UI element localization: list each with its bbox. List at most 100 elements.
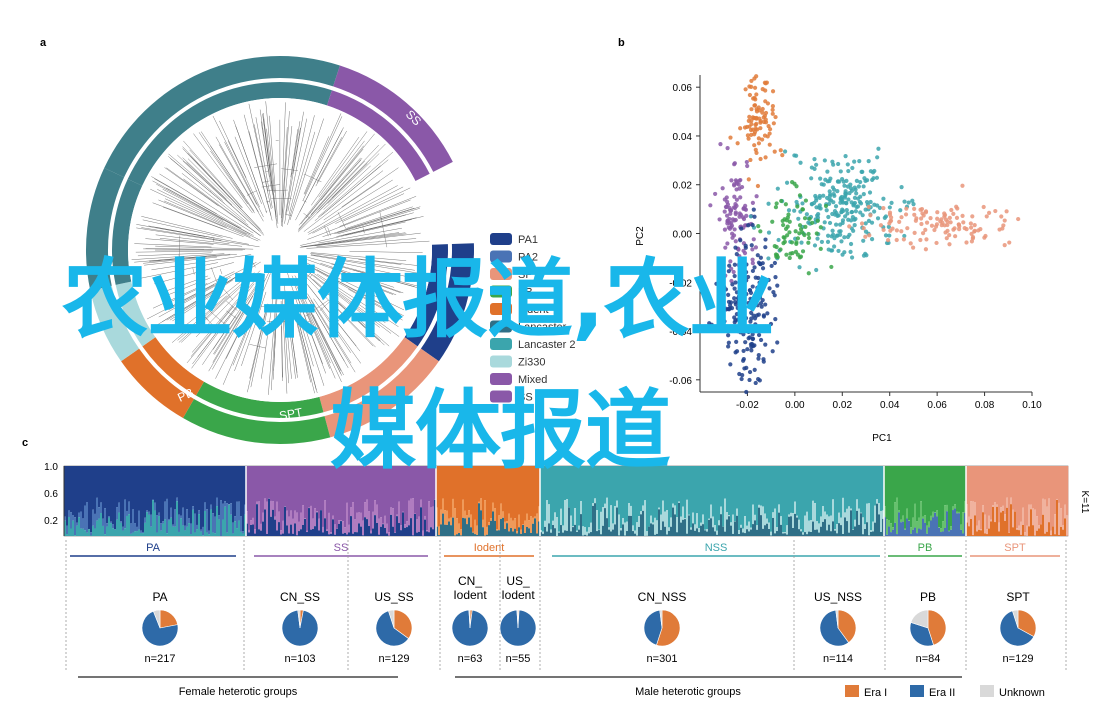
tree-branch [215, 136, 259, 213]
pca-point [773, 317, 778, 322]
structure-bar-segment [1054, 514, 1057, 535]
structure-bar-segment [1044, 499, 1047, 534]
structure-bar-segment [952, 506, 955, 511]
pca-point [754, 92, 759, 97]
tree-branch [318, 151, 394, 218]
pca-point [742, 206, 748, 212]
structure-bar-segment [228, 466, 231, 505]
structure-bar-segment [88, 529, 91, 536]
structure-bar-segment [822, 466, 825, 506]
pca-point [868, 199, 873, 205]
pca-point [949, 207, 954, 213]
pca-point [968, 221, 973, 226]
structure-bar-segment [510, 466, 513, 518]
structure-bar-segment [678, 466, 681, 502]
structure-bar-segment [654, 534, 657, 536]
structure-bar-segment [964, 512, 967, 536]
structure-bar-segment [412, 535, 415, 536]
pca-point [874, 175, 880, 180]
structure-bar-segment [296, 535, 299, 536]
structure-bar-segment [300, 466, 303, 513]
pca-xtick-label: -0.02 [736, 400, 759, 411]
structure-bar-segment [188, 518, 191, 524]
structure-bar-segment [650, 466, 653, 516]
pca-point [934, 240, 939, 246]
tree-branch [192, 267, 195, 275]
pca-point [766, 123, 771, 129]
structure-bar-segment [892, 529, 895, 536]
structure-bar-segment [916, 521, 919, 534]
pca-point [794, 184, 799, 189]
pca-point [913, 218, 918, 223]
pca-point [878, 223, 884, 228]
pca-point [749, 243, 754, 248]
structure-bar-segment [84, 530, 87, 536]
structure-bar-segment [590, 522, 593, 533]
pca-point [763, 342, 768, 347]
tree-branch [155, 245, 254, 250]
pca-point [852, 223, 857, 228]
structure-bar-segment [742, 466, 745, 529]
structure-bar-segment [848, 532, 851, 536]
pca-point [751, 237, 756, 242]
tree-branch [298, 144, 379, 231]
structure-bar-segment [172, 526, 175, 536]
tree-branch [248, 103, 272, 210]
tree-branch [257, 325, 261, 327]
structure-bar-segment [166, 533, 169, 536]
structure-bar-segment [356, 466, 359, 513]
structure-bar-segment [86, 502, 89, 533]
structure-bar-segment [342, 533, 345, 536]
tree-branch [300, 145, 364, 225]
structure-bar-segment [316, 466, 319, 512]
pca-xtick-label: 0.00 [785, 400, 805, 411]
structure-bar-segment [432, 506, 435, 530]
structure-bar-segment [92, 525, 95, 536]
structure-bar-segment [68, 466, 71, 511]
structure-bar-segment [654, 517, 657, 535]
structure-bar-segment [144, 466, 147, 518]
structure-bar-segment [584, 534, 587, 536]
structure-bar-segment [902, 521, 905, 536]
ring-spt-outer [324, 348, 439, 438]
pca-point [827, 197, 832, 202]
structure-bar-segment [514, 528, 517, 536]
structure-bar-segment [410, 498, 413, 519]
structure-bar-segment [586, 531, 589, 536]
structure-bar-segment [732, 533, 735, 536]
structure-bar-segment [142, 531, 145, 534]
structure-bar-segment [636, 466, 639, 523]
pca-point [778, 247, 783, 252]
pca-point [750, 200, 755, 205]
structure-bar-segment [388, 532, 391, 536]
pca-point [899, 229, 904, 234]
structure-bar-segment [812, 500, 815, 522]
structure-bar-segment [570, 515, 573, 532]
structure-bar-segment [142, 466, 145, 532]
pca-point [741, 332, 746, 337]
structure-bar-segment [372, 528, 375, 536]
pca-point [750, 257, 755, 262]
ring-zi330-inner [115, 281, 156, 347]
pca-point [751, 96, 756, 101]
structure-bar-segment [146, 510, 149, 513]
structure-bar-segment [238, 466, 241, 502]
tree-branch [209, 190, 211, 192]
structure-bar-segment [888, 526, 891, 536]
structure-bar-segment [462, 499, 465, 518]
structure-bar-segment [658, 507, 661, 510]
structure-bar-segment [956, 466, 959, 512]
structure-bar-segment [1066, 515, 1069, 536]
structure-bar-segment [1034, 466, 1037, 510]
structure-bar-segment [926, 525, 929, 534]
structure-bar-segment [600, 466, 603, 512]
structure-bar-segment [710, 466, 713, 505]
pca-point [819, 239, 825, 245]
pca-point [752, 265, 757, 270]
structure-bar-segment [508, 531, 511, 536]
structure-bar-segment [776, 531, 779, 536]
structure-bar-segment [192, 509, 195, 536]
pca-point [860, 213, 865, 218]
structure-bar-segment [772, 466, 775, 513]
pca-point [758, 229, 763, 234]
